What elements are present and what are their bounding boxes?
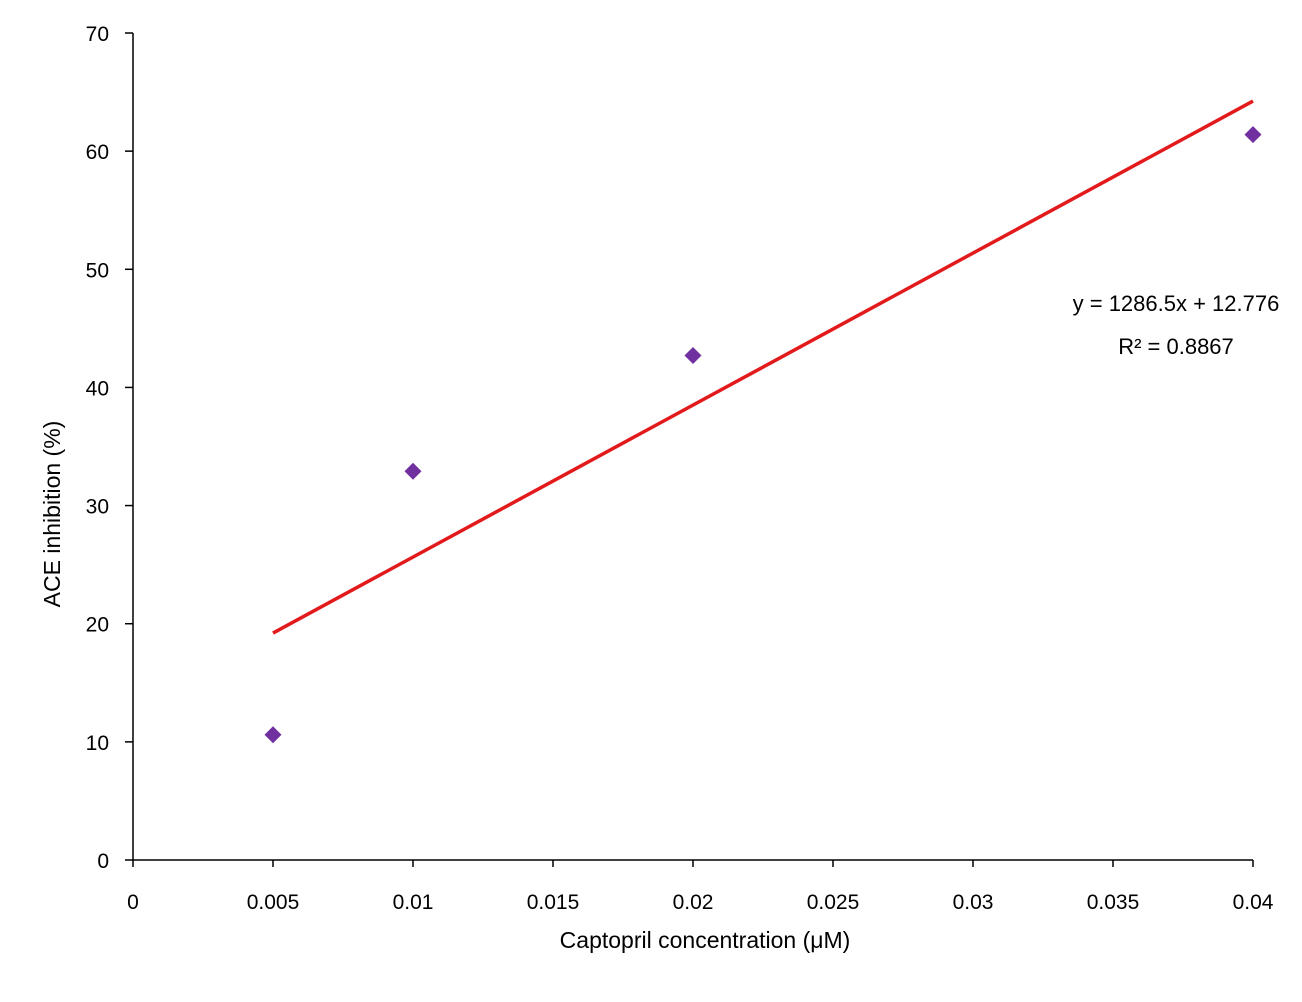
data-point (1244, 126, 1262, 144)
y-tick-label: 70 (86, 23, 109, 46)
y-tick-label: 10 (86, 732, 109, 755)
plot-area (264, 99, 1262, 744)
y-tick-label: 40 (86, 377, 109, 400)
x-tick-label: 0.02 (673, 891, 714, 914)
data-point (684, 347, 702, 365)
x-tick-label: 0.01 (393, 891, 434, 914)
x-tick-label: 0.035 (1087, 891, 1140, 914)
x-axis-title: Captopril concentration (μM) (560, 927, 851, 953)
x-tick-label: 0.03 (953, 891, 994, 914)
data-point (264, 726, 282, 744)
x-tick-label: 0.005 (247, 891, 300, 914)
y-tick-label: 30 (86, 496, 109, 519)
trendline-r-squared: R² = 0.8867 (1118, 334, 1234, 359)
y-axis-ticks: 0 10 20 30 40 50 60 70 (86, 23, 133, 873)
y-axis: 0 10 20 30 40 50 60 70 (86, 23, 134, 873)
x-tick-label: 0.015 (527, 891, 580, 914)
x-tick-label: 0 (127, 891, 139, 914)
x-axis: 0 0.005 0.01 0.015 0.02 0.025 0.03 0.035 0.04 (127, 859, 1274, 914)
x-axis-ticks: 0 0.005 0.01 0.015 0.02 0.025 0.03 0.035 0.04 (127, 860, 1274, 914)
y-axis-title: ACE inhibition (%) (39, 421, 65, 608)
trendline-equation: y = 1286.5x + 12.776 (1073, 291, 1280, 316)
y-tick-label: 50 (86, 259, 109, 282)
data-points (264, 126, 1262, 744)
y-tick-label: 60 (86, 141, 109, 164)
y-tick-label: 20 (86, 614, 109, 637)
trendline (272, 99, 1254, 635)
y-tick-label: 0 (97, 850, 109, 873)
data-point (404, 462, 422, 480)
x-tick-label: 0.04 (1233, 891, 1274, 914)
x-tick-label: 0.025 (807, 891, 860, 914)
